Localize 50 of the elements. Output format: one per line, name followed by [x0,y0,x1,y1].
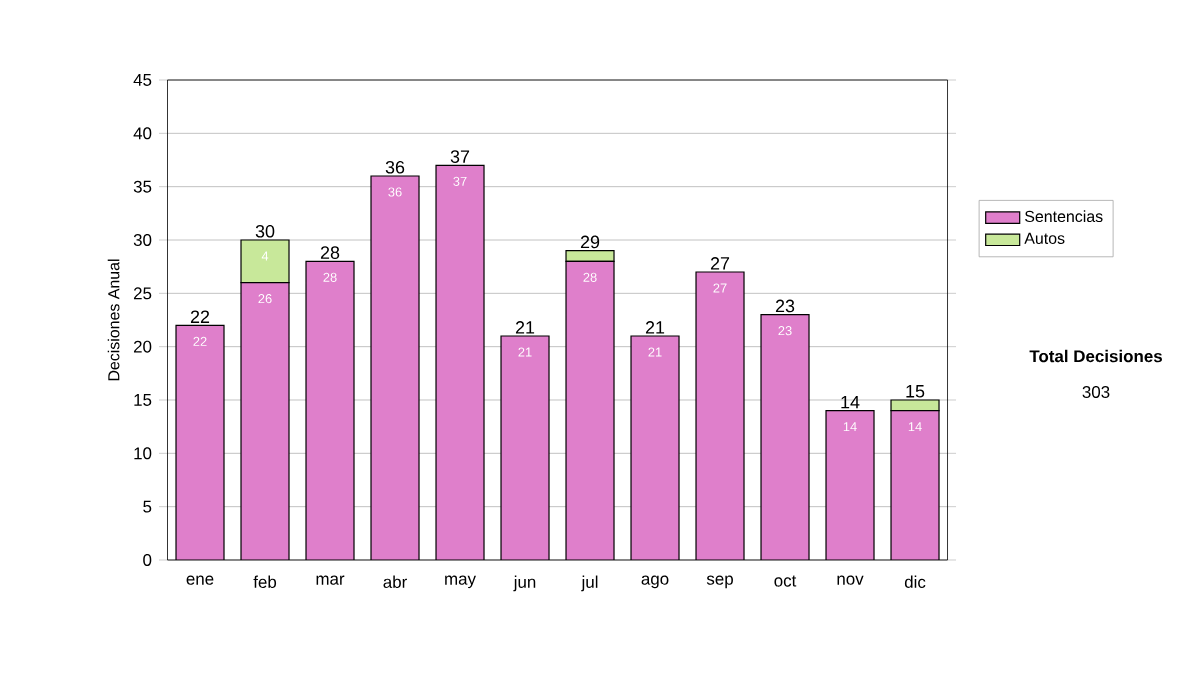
bar [306,261,355,560]
total-label: 22 [190,310,210,323]
y-tick-label: 15 [134,394,152,406]
y-tick-label: 40 [133,127,152,140]
bar [631,336,680,560]
x-tick-label: may [445,575,476,589]
bar [240,239,290,284]
total-label: 23 [775,299,795,313]
y-tick-label: 30 [133,234,152,246]
bar [371,176,420,560]
bar [501,336,550,560]
bar [241,282,290,560]
bar [436,165,485,560]
total-label: 29 [580,235,600,249]
y-tick-label: 10 [134,447,152,460]
total-label: 21 [515,321,535,334]
y-tick-label: 35 [133,180,152,193]
bar [890,410,940,560]
total-label: 30 [255,224,275,238]
bar [565,250,615,262]
text: Total Decisiones [1029,349,1162,363]
x-tick-label: ene [186,575,214,585]
x-tick-label: abr [383,575,407,588]
bar [566,261,615,560]
x-tick-label: mar [316,575,345,585]
x-tick-label: jul [581,575,598,592]
y-tick-label: 5 [143,500,152,513]
total-label: 14 [841,395,860,409]
total-label: 37 [450,150,470,163]
y-tick-label: 45 [133,74,152,86]
total-label: 15 [906,385,925,398]
y-tick-label: 25 [133,287,152,300]
total-label: 21 [645,321,665,334]
x-tick-label: jun [513,575,536,592]
bar [176,325,225,560]
bar [761,314,810,560]
x-tick-label: dic [904,575,926,588]
y-tick-label: 0 [143,554,152,566]
x-tick-label: oct [774,575,797,587]
total-label: 36 [385,160,405,174]
y-tick-label: 20 [133,340,152,353]
x-tick-label: nov [837,575,864,585]
x-tick-label: ago [641,575,669,589]
total-label: 28 [320,246,340,259]
bar [826,410,875,560]
bar [696,272,745,560]
text: 303 [1082,386,1110,398]
x-tick-label: sep [706,575,733,589]
x-tick-label: feb [253,575,277,588]
total-label: 27 [710,257,730,270]
